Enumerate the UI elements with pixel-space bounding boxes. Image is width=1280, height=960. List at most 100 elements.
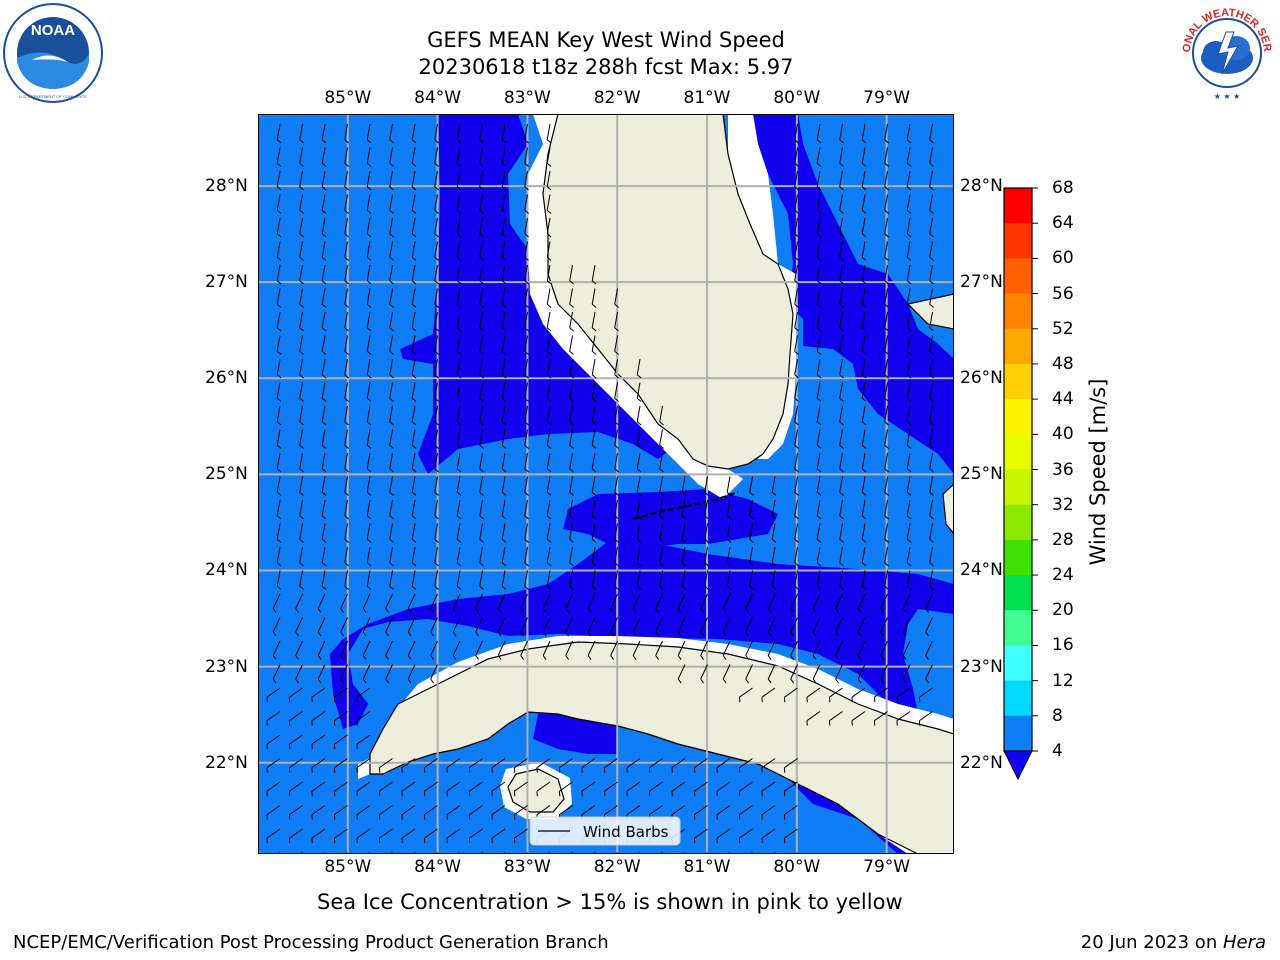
wind-barb-tick bbox=[745, 631, 750, 637]
wind-barb bbox=[276, 429, 281, 446]
wind-barb-tick bbox=[816, 515, 822, 520]
wind-barb-tick bbox=[479, 280, 484, 285]
wind-barb bbox=[344, 264, 348, 281]
wind-barb bbox=[626, 805, 641, 816]
wind-barb-tick bbox=[317, 631, 322, 637]
wind-barb bbox=[816, 523, 821, 540]
wind-barb bbox=[434, 217, 438, 234]
wind-barb bbox=[411, 405, 416, 422]
wind-barb bbox=[929, 147, 933, 164]
wind-barb bbox=[591, 382, 596, 399]
wind-barb-tick bbox=[321, 209, 327, 214]
wind-barb-tick bbox=[884, 139, 889, 144]
wind-barb-tick bbox=[524, 186, 529, 191]
wind-barb-tick bbox=[794, 303, 799, 308]
colorbar-band bbox=[1004, 680, 1032, 717]
wind-barb bbox=[884, 546, 888, 563]
wind-barb-tick bbox=[456, 491, 462, 496]
wind-barb bbox=[276, 382, 281, 399]
wind-barb-tick bbox=[295, 631, 300, 637]
wind-barb-tick bbox=[861, 562, 867, 567]
wind-barb bbox=[479, 452, 483, 469]
wind-barb bbox=[659, 570, 663, 587]
wind-barb bbox=[806, 687, 821, 698]
wind-barb bbox=[884, 476, 888, 493]
wind-barb-tick bbox=[321, 491, 327, 496]
wind-barb-tick bbox=[790, 678, 795, 684]
wind-barb-tick bbox=[839, 162, 844, 167]
wind-barb bbox=[456, 170, 461, 187]
wind-barb-tick bbox=[272, 655, 277, 660]
wind-barb bbox=[929, 170, 933, 187]
wind-barb bbox=[839, 288, 843, 305]
wind-speed-map: Wind Barbs bbox=[257, 113, 955, 858]
colorbar-band bbox=[1004, 223, 1032, 259]
wind-barb-tick bbox=[389, 209, 394, 214]
wind-barb bbox=[366, 217, 371, 234]
wind-barb-tick bbox=[389, 491, 394, 496]
wind-barb-tick bbox=[929, 515, 934, 520]
lon-tick-label: 83°W bbox=[503, 857, 551, 877]
wind-barb bbox=[385, 664, 393, 680]
lon-tick-label: 85°W bbox=[324, 857, 372, 877]
wind-barb bbox=[514, 781, 528, 792]
colorbar-extend-arrow bbox=[1003, 750, 1033, 781]
wind-barb-tick bbox=[591, 327, 597, 332]
wind-barb-tick bbox=[835, 655, 840, 660]
lat-tick-label: 23°N bbox=[205, 656, 248, 677]
wind-barb-tick bbox=[479, 303, 484, 308]
wind-barb-tick bbox=[816, 468, 822, 473]
wind-barb bbox=[839, 476, 843, 493]
wind-barb-tick bbox=[524, 444, 529, 449]
colorbar-band bbox=[1004, 399, 1032, 435]
wind-barb bbox=[839, 147, 843, 164]
wind-barb-tick bbox=[295, 655, 300, 660]
wind-barb bbox=[649, 805, 663, 816]
wind-barb bbox=[276, 264, 281, 281]
wind-barb-tick bbox=[362, 678, 367, 684]
wind-barb bbox=[816, 241, 821, 258]
wind-barb-tick bbox=[479, 515, 484, 520]
wind-barb bbox=[835, 640, 843, 656]
wind-barb-tick bbox=[276, 350, 282, 355]
wind-barb bbox=[591, 335, 596, 352]
wind-barb bbox=[794, 335, 798, 352]
wind-barb-tick bbox=[321, 468, 327, 473]
wind-barb bbox=[906, 546, 911, 563]
wind-barb-tick bbox=[456, 303, 462, 308]
wind-barb-tick bbox=[816, 327, 822, 332]
footer-left: NCEP/EMC/Verification Post Processing Pr… bbox=[13, 932, 609, 953]
wind-barb-tick bbox=[569, 538, 574, 543]
wind-barb bbox=[546, 523, 551, 540]
wind-barb bbox=[794, 570, 798, 587]
wind-barb-tick bbox=[366, 585, 372, 590]
wind-barb bbox=[344, 311, 348, 328]
wind-barb-tick bbox=[344, 139, 349, 144]
wind-barb-tick bbox=[816, 421, 822, 426]
wind-barb bbox=[767, 593, 776, 609]
wind-barb bbox=[565, 617, 573, 633]
wind-barb-tick bbox=[794, 186, 799, 191]
wind-barb bbox=[591, 429, 596, 446]
wind-barb-tick bbox=[542, 608, 547, 613]
wind-barb bbox=[839, 429, 843, 446]
wind-barb-tick bbox=[524, 515, 529, 520]
wind-barb bbox=[929, 523, 933, 540]
wind-barb-tick bbox=[906, 280, 912, 285]
wind-barb-tick bbox=[411, 421, 417, 426]
wind-barb-tick bbox=[520, 655, 525, 660]
wind-barb bbox=[677, 617, 686, 633]
wind-barb-tick bbox=[411, 256, 417, 261]
wind-barb-tick bbox=[456, 585, 462, 590]
wind-barb-tick bbox=[632, 608, 637, 613]
wind-barb bbox=[276, 358, 281, 375]
wind-barb bbox=[794, 264, 798, 281]
wind-barb-tick bbox=[884, 162, 889, 167]
wind-barb bbox=[704, 499, 708, 516]
wind-barb bbox=[929, 264, 933, 281]
wind-barb bbox=[929, 405, 933, 422]
wind-barb bbox=[761, 805, 776, 816]
wind-barb bbox=[839, 170, 843, 187]
wind-barb bbox=[591, 499, 596, 516]
wind-barb bbox=[344, 241, 348, 258]
